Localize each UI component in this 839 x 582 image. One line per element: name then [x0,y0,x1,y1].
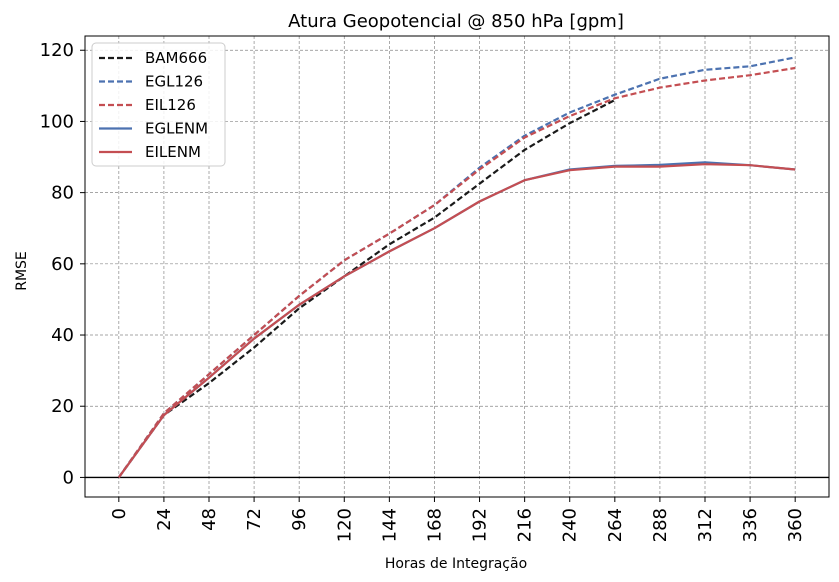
x-tick-label: 264 [605,508,626,542]
x-tick-label: 216 [515,508,536,542]
x-tick-label: 96 [289,508,310,531]
chart-title: Atura Geopotencial @ 850 hPa [gpm] [288,11,624,32]
y-tick-label: 40 [51,325,74,346]
x-tick-label: 0 [109,508,130,519]
legend-label: EILENM [145,143,201,161]
x-tick-label: 24 [154,508,175,531]
legend: BAM666 EGL126 EIL126 EGLENM EILENM [91,42,226,167]
y-tick-label: 120 [40,40,74,61]
x-tick-label: 144 [379,508,400,542]
x-tick-label: 120 [334,508,355,542]
x-tick-label: 288 [650,508,671,542]
y-tick-label: 80 [51,183,74,204]
y-tick-label: 20 [51,396,74,417]
x-tick-label: 360 [785,508,806,542]
series-line-eglenm [117,161,796,479]
legend-label: EGL126 [145,73,203,91]
x-tick-label: 192 [470,508,491,542]
x-axis-label: Horas de Integração [385,556,527,572]
legend-box [91,42,226,167]
series-line-eilenm [117,163,796,479]
x-tick-label: 168 [425,508,446,542]
legend-label: BAM666 [145,49,207,67]
ticks: 0 20 40 60 80 100 120 0 24 48 72 96 120 144 168 192 216 2… [40,40,807,542]
y-tick-label: 60 [51,254,74,275]
x-tick-label: 336 [740,508,761,542]
plot-frame [84,35,830,498]
x-tick-label: 48 [199,508,220,531]
series-group [117,56,796,479]
y-tick-label: 100 [40,111,74,132]
series-line-bam666 [117,99,616,479]
y-tick-label: 0 [63,467,74,488]
legend-label: EIL126 [145,96,196,114]
legend-label: EGLENM [145,120,208,138]
y-axis-label: RMSE [14,251,30,291]
x-tick-label: 72 [244,508,265,531]
x-tick-label: 240 [560,508,581,542]
x-tick-label: 312 [695,508,716,542]
axes [84,35,830,498]
series-line-eil126 [117,66,796,479]
